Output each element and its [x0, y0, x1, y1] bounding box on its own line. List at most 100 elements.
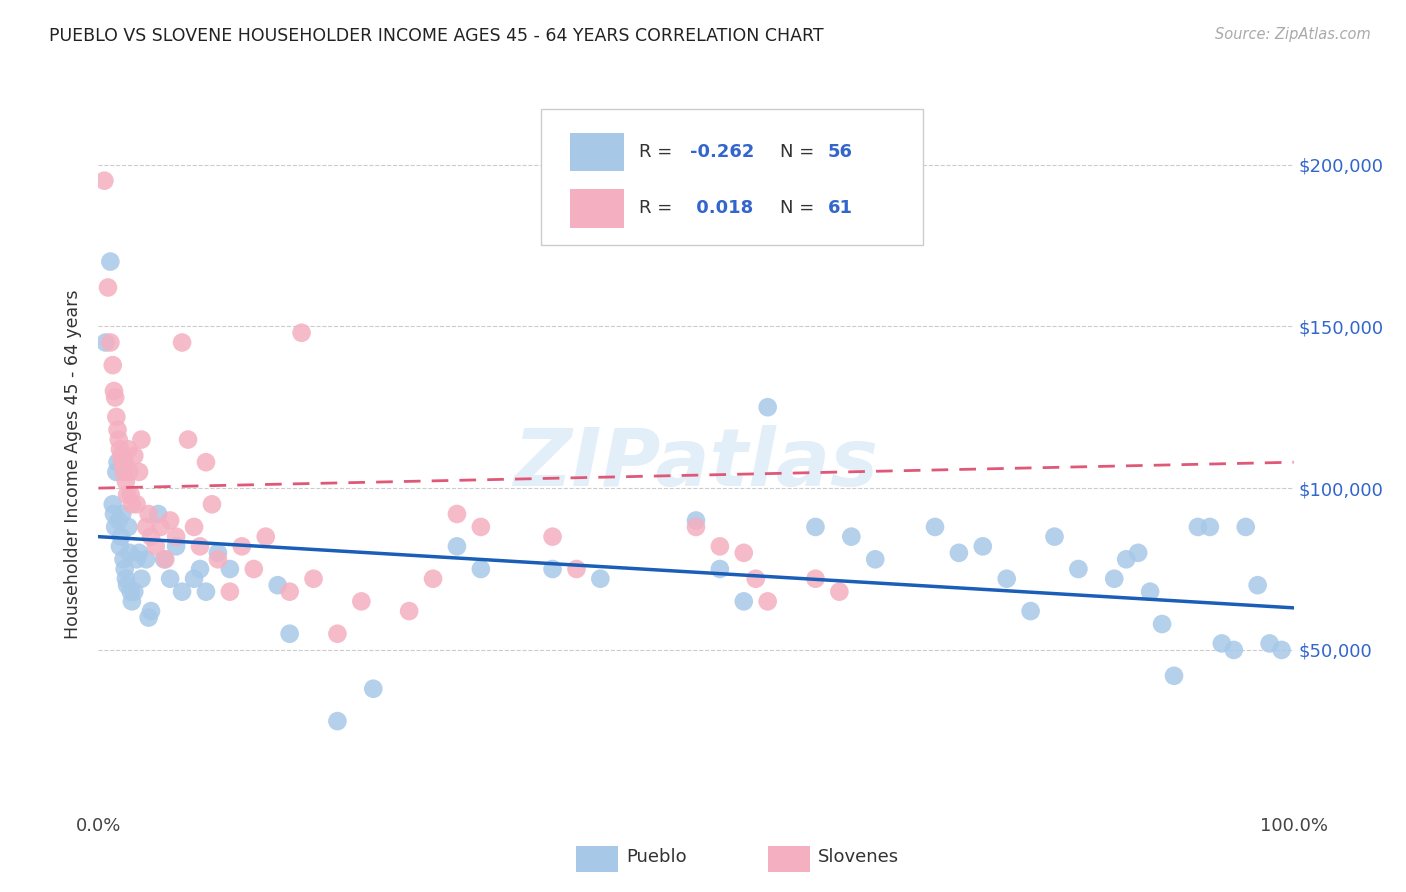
Point	[172, 335, 194, 350]
Point	[326, 626, 349, 640]
Point	[278, 626, 301, 640]
Point	[159, 572, 181, 586]
Point	[804, 520, 827, 534]
Point	[139, 604, 162, 618]
Point	[219, 562, 242, 576]
Point	[159, 513, 181, 527]
Point	[207, 546, 229, 560]
Point	[108, 540, 131, 554]
Point	[149, 520, 172, 534]
Text: N =: N =	[780, 200, 820, 218]
Point	[589, 572, 612, 586]
Point	[1163, 669, 1185, 683]
Point	[101, 497, 124, 511]
Point	[470, 562, 492, 576]
Point	[101, 358, 124, 372]
Point	[278, 584, 301, 599]
Point	[1211, 636, 1233, 650]
Text: ZIPatlas: ZIPatlas	[513, 425, 879, 503]
Point	[115, 572, 138, 586]
Point	[446, 507, 468, 521]
Point	[194, 584, 218, 599]
Text: Source: ZipAtlas.com: Source: ZipAtlas.com	[1215, 27, 1371, 42]
Point	[1271, 643, 1294, 657]
Point	[1187, 520, 1209, 534]
Point	[254, 530, 277, 544]
Point	[1222, 643, 1246, 657]
Point	[117, 442, 139, 457]
Point	[115, 487, 138, 501]
Point	[948, 546, 970, 560]
Point	[120, 584, 142, 599]
Point	[108, 442, 131, 457]
Point	[131, 433, 153, 447]
Point	[112, 465, 135, 479]
Point	[111, 507, 134, 521]
FancyBboxPatch shape	[576, 846, 619, 872]
Point	[107, 423, 129, 437]
Point	[733, 594, 755, 608]
Point	[183, 572, 205, 586]
Point	[128, 465, 150, 479]
Point	[115, 578, 138, 592]
Point	[1102, 572, 1125, 586]
Point	[125, 497, 148, 511]
Point	[188, 540, 211, 554]
Point	[863, 552, 887, 566]
Point	[124, 449, 146, 463]
Point	[107, 513, 129, 527]
Point	[828, 584, 851, 599]
Point	[118, 465, 141, 479]
Point	[117, 520, 139, 534]
Point	[745, 572, 768, 586]
Text: 0.018: 0.018	[690, 200, 754, 218]
Point	[172, 584, 194, 599]
Point	[114, 455, 136, 469]
Text: 56: 56	[827, 143, 852, 161]
Point	[685, 520, 707, 534]
Point	[972, 540, 994, 554]
Point	[118, 546, 141, 560]
Point	[541, 562, 564, 576]
Point	[135, 520, 157, 534]
Point	[97, 280, 120, 294]
FancyBboxPatch shape	[571, 133, 624, 171]
Point	[98, 254, 122, 268]
Point	[756, 401, 779, 415]
Point	[1067, 562, 1090, 576]
Point	[165, 540, 187, 554]
Point	[107, 433, 129, 447]
Point	[995, 572, 1018, 586]
Point	[398, 604, 420, 618]
Point	[470, 520, 492, 534]
Point	[105, 465, 128, 479]
Point	[111, 455, 134, 469]
Point	[1115, 552, 1137, 566]
Point	[1198, 520, 1220, 534]
Point	[107, 455, 129, 469]
Point	[104, 520, 127, 534]
Point	[291, 326, 314, 340]
Point	[1150, 617, 1173, 632]
Point	[446, 540, 468, 554]
Point	[219, 584, 242, 599]
Point	[110, 449, 132, 463]
Y-axis label: Householder Income Ages 45 - 64 years: Householder Income Ages 45 - 64 years	[65, 289, 83, 639]
Point	[326, 714, 349, 728]
Point	[804, 572, 827, 586]
Text: Pueblo: Pueblo	[627, 848, 688, 866]
Point	[422, 572, 444, 586]
Point	[350, 594, 373, 608]
Point	[565, 562, 588, 576]
Point	[709, 540, 731, 554]
Point	[138, 507, 160, 521]
Point	[1043, 530, 1066, 544]
FancyBboxPatch shape	[540, 109, 922, 244]
Point	[188, 562, 211, 576]
Point	[155, 552, 177, 566]
Text: Slovenes: Slovenes	[818, 848, 898, 866]
Point	[756, 594, 779, 608]
FancyBboxPatch shape	[571, 189, 624, 227]
Text: PUEBLO VS SLOVENE HOUSEHOLDER INCOME AGES 45 - 64 YEARS CORRELATION CHART: PUEBLO VS SLOVENE HOUSEHOLDER INCOME AGE…	[49, 27, 824, 45]
Point	[115, 475, 138, 489]
